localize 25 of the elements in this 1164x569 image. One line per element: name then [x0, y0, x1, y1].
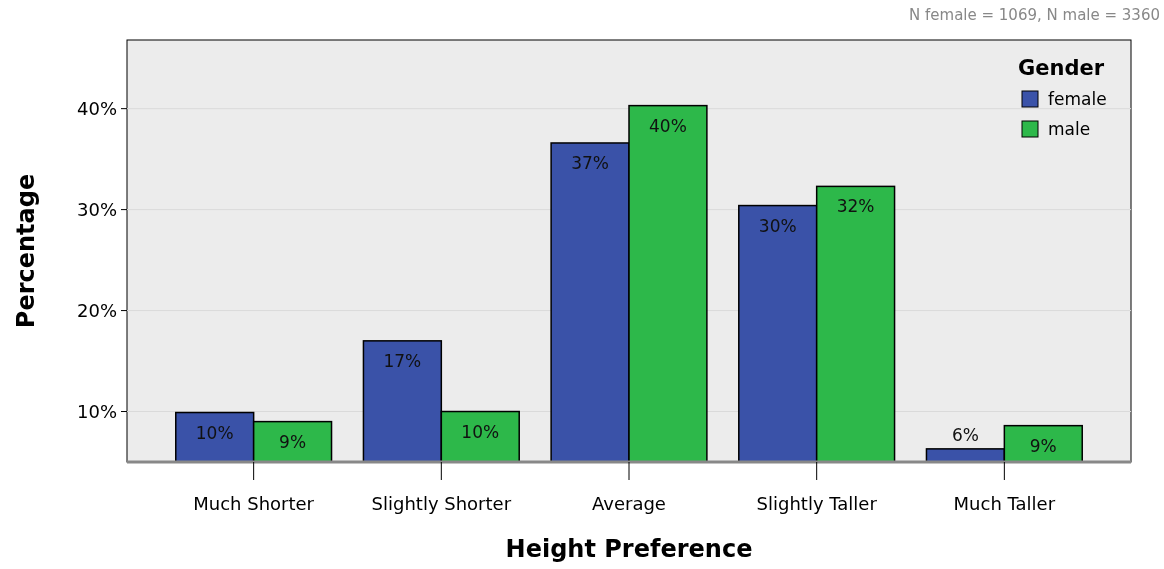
y-tick-label: 20% [76, 299, 117, 321]
x-axis-title: Height Preference [505, 535, 753, 563]
data-label: 32% [836, 196, 875, 217]
data-label: 6% [951, 424, 979, 445]
x-tick-label: Much Taller [953, 493, 1056, 514]
y-axis-title: Percentage [12, 173, 40, 329]
data-label: 17% [383, 350, 422, 371]
data-label: 9% [279, 431, 307, 452]
data-label: 37% [571, 152, 609, 173]
text: N female = 1069, N male = 3360 [909, 6, 1160, 24]
data-label: 40% [649, 115, 687, 136]
x-tick-label: Average [592, 493, 666, 514]
y-tick-label: 40% [76, 97, 117, 119]
data-label: 9% [1029, 435, 1057, 456]
legend-title: Gender [1018, 56, 1105, 80]
data-label: 10% [195, 422, 234, 443]
x-tick-label: Slightly Taller [756, 493, 878, 514]
y-tick-label: 30% [76, 198, 117, 220]
legend-label: male [1048, 118, 1091, 139]
data-label: 10% [461, 421, 500, 442]
y-tick-label: 10% [76, 400, 117, 422]
data-label: 30% [758, 215, 797, 236]
x-tick-label: Slightly Shorter [371, 493, 512, 514]
legend-label: female [1048, 88, 1107, 109]
x-tick-label: Much Shorter [193, 493, 315, 514]
